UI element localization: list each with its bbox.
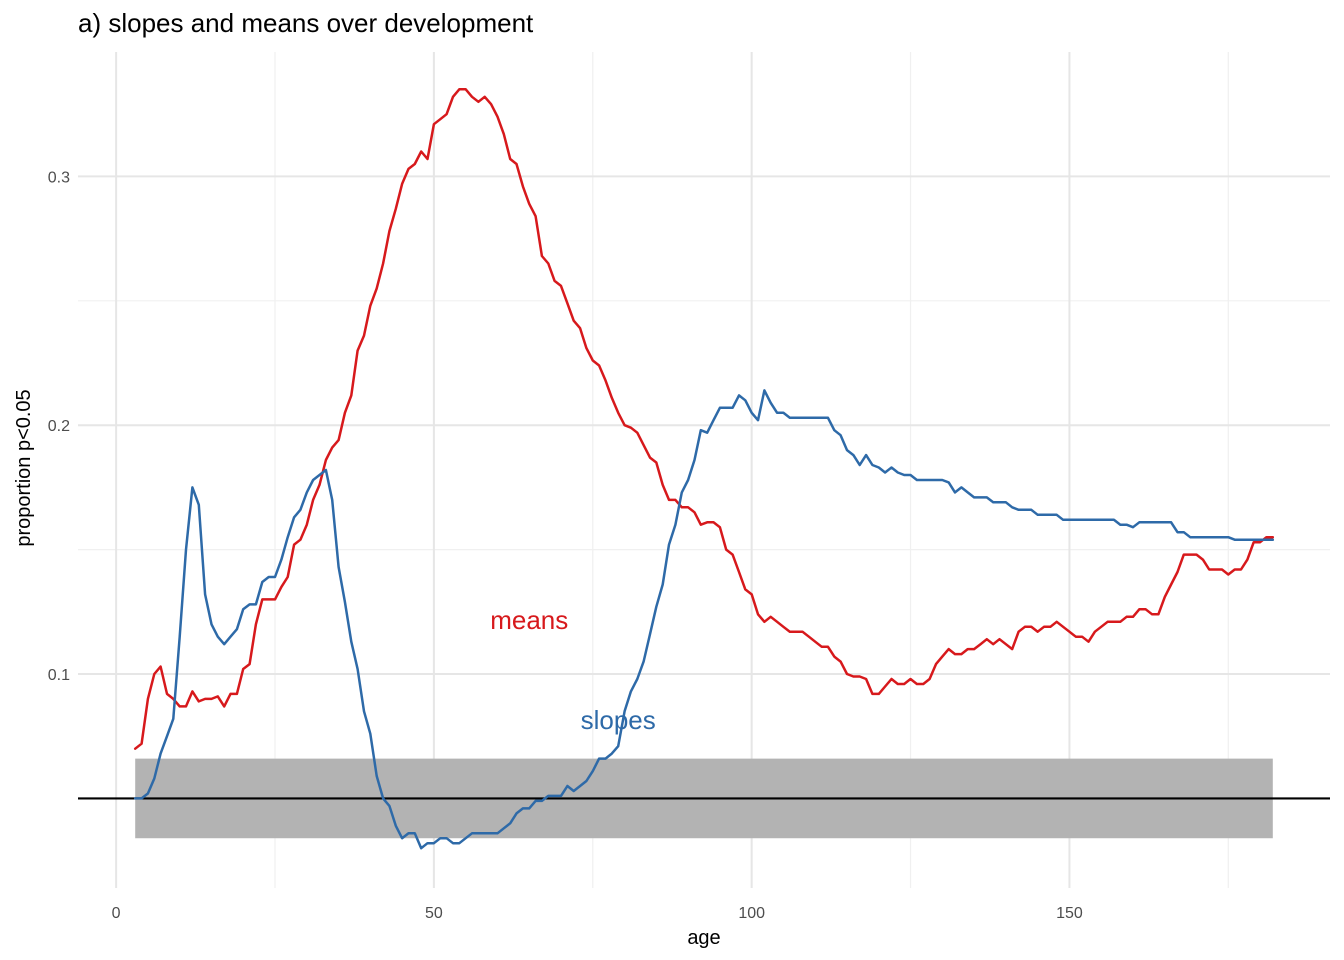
x-tick-label: 0	[112, 905, 121, 922]
x-tick-label: 100	[738, 905, 765, 922]
x-tick-label: 50	[425, 905, 443, 922]
series-label-slopes: slopes	[581, 705, 656, 735]
x-axis-title: age	[687, 927, 720, 949]
y-tick-label: 0.1	[48, 667, 70, 684]
tick-label-layer: 0 50 100 150 0.1 0.2 0.3	[48, 169, 1083, 922]
series-line-means	[133, 88, 1275, 750]
x-tick-label: 150	[1056, 905, 1083, 922]
y-axis-title: proportion p<0.05	[13, 389, 35, 546]
y-tick-label: 0.2	[48, 418, 70, 435]
y-tick-label: 0.3	[48, 169, 70, 186]
series-layer: means slopes	[133, 88, 1275, 850]
grid-layer	[78, 52, 1330, 888]
series-line-slopes	[133, 389, 1275, 850]
series-label-means: means	[490, 605, 568, 635]
chart-title: a) slopes and means over development	[78, 8, 534, 38]
